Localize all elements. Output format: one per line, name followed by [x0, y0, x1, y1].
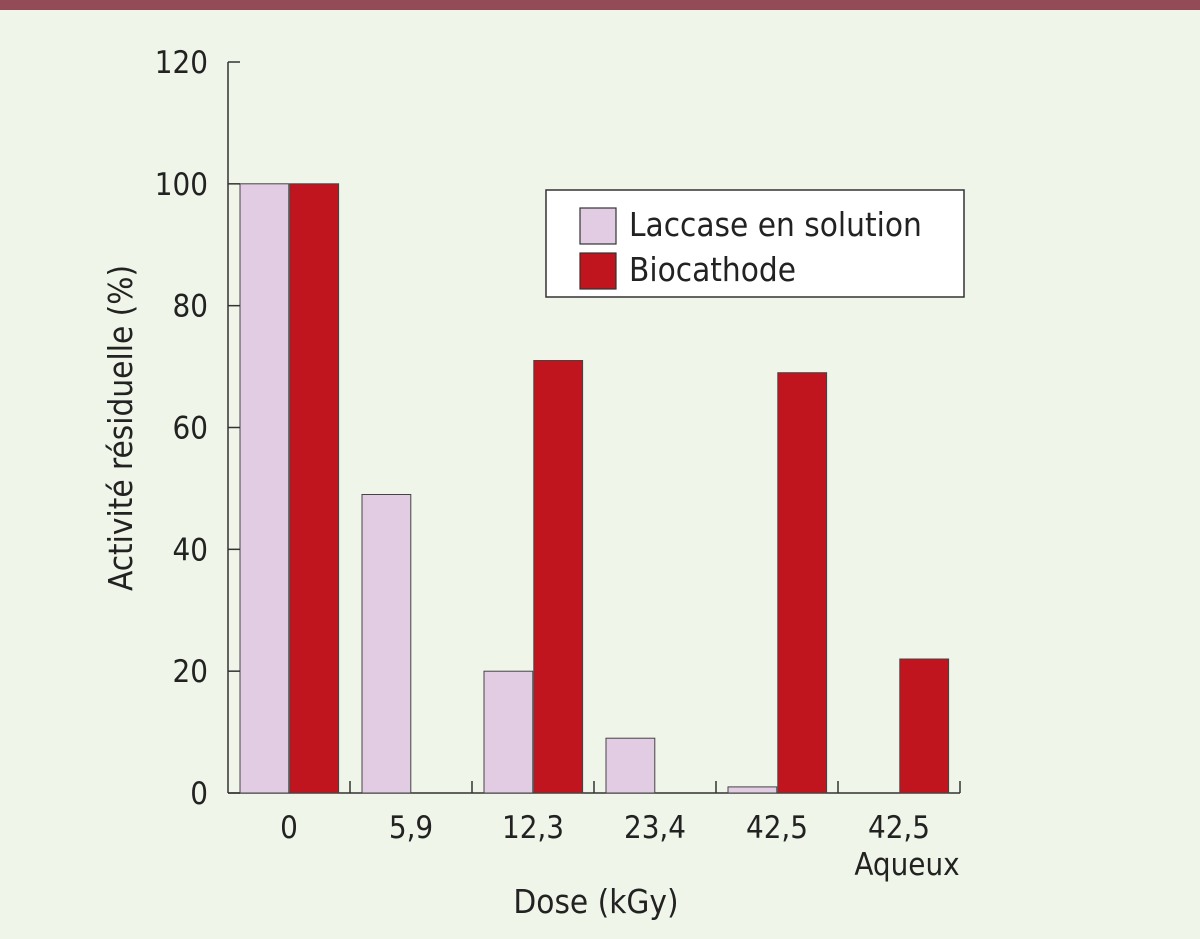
x-tick-label: 12,3 — [502, 810, 564, 846]
legend: Laccase en solution Biocathode — [545, 189, 965, 298]
y-tick-label: 100 — [155, 167, 208, 203]
y-tick-label: 80 — [173, 289, 208, 325]
y-tick-label: 40 — [173, 532, 208, 568]
x-tick-sublabel: Aqueux — [854, 847, 959, 883]
bar-biocathode-0 — [289, 183, 340, 794]
top-accent-bar — [0, 0, 1200, 10]
x-tick-label: 42,5 — [868, 810, 930, 846]
legend-swatch-biocathode — [579, 252, 617, 290]
bar-laccase-en-solution-3 — [605, 737, 656, 794]
bar-biocathode-4 — [777, 372, 828, 794]
y-ticks: 0 20 40 60 80 100 120 — [155, 45, 240, 812]
bar-laccase-en-solution-1 — [361, 494, 412, 794]
x-axis-title: Dose (kGy) — [513, 882, 678, 921]
y-tick-label: 20 — [173, 654, 208, 690]
bar-laccase-en-solution-4 — [727, 786, 778, 794]
legend-label-biocathode: Biocathode — [629, 250, 796, 289]
bar-biocathode-2 — [533, 360, 584, 794]
bar-laccase-en-solution-2 — [483, 670, 534, 794]
y-tick-label: 60 — [173, 411, 208, 447]
x-tick-label: 42,5 — [746, 810, 808, 846]
bar-biocathode-5 — [899, 658, 950, 794]
bars — [239, 183, 950, 794]
bar-laccase-en-solution-0 — [239, 183, 290, 794]
x-tick-label: 5,9 — [389, 810, 433, 846]
y-axis-title: Activité résiduelle (%) — [101, 265, 140, 591]
y-tick-label: 0 — [190, 776, 208, 812]
legend-label-laccase-en-solution: Laccase en solution — [629, 205, 922, 244]
x-tick-label: 23,4 — [624, 810, 686, 846]
legend-swatch-laccase-en-solution — [579, 207, 617, 245]
y-tick-label: 120 — [155, 45, 208, 81]
x-tick-label: 0 — [280, 810, 298, 846]
